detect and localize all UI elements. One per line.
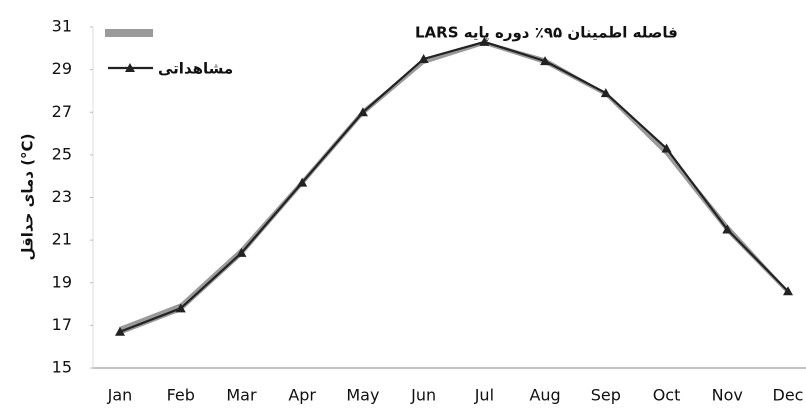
marker: [783, 286, 793, 296]
confidence-band: [119, 41, 789, 335]
y-tick-label: 29: [52, 59, 72, 78]
legend-swatch: [125, 63, 135, 72]
x-tick-label: Oct: [653, 386, 681, 405]
x-tick-label: Mar: [226, 386, 257, 405]
marker: [661, 143, 672, 153]
series-line: [119, 40, 789, 333]
legend-swatch: [105, 29, 153, 37]
y-tick-label: 19: [52, 272, 72, 291]
legend-label: مشاهداتی: [158, 60, 233, 78]
y-tick-label: 15: [52, 358, 72, 377]
x-tick-label: Nov: [712, 386, 743, 405]
x-tick-label: Apr: [288, 386, 316, 405]
marker: [479, 36, 490, 46]
y-tick-label: 17: [52, 315, 72, 334]
x-tick-label: Dec: [773, 386, 804, 405]
y-tick-label: 25: [52, 144, 72, 163]
x-tick-label: Jun: [410, 386, 436, 405]
x-tick-label: Sep: [591, 386, 621, 405]
y-tick-label: 21: [52, 230, 72, 249]
marker: [418, 53, 429, 63]
legend-label: فاصله اطمینان ۹۵٪ دوره پایه LARS: [415, 24, 678, 43]
x-tick-label: May: [346, 386, 379, 405]
marker: [297, 177, 308, 187]
y-axis-label: دمای حداقل (°C): [19, 134, 37, 261]
marker: [600, 88, 611, 98]
marker: [357, 107, 368, 117]
x-tick-label: Aug: [529, 386, 560, 405]
y-tick-label: 31: [52, 17, 72, 36]
y-tick-label: 27: [52, 102, 72, 121]
marker: [236, 247, 247, 257]
marker: [722, 224, 733, 234]
marker: [540, 56, 551, 66]
x-tick-label: Jul: [474, 386, 494, 405]
x-tick-label: Jan: [107, 386, 133, 405]
marker: [175, 303, 186, 313]
y-tick-label: 23: [52, 187, 72, 206]
x-tick-label: Feb: [167, 386, 195, 405]
marker: [115, 326, 125, 336]
